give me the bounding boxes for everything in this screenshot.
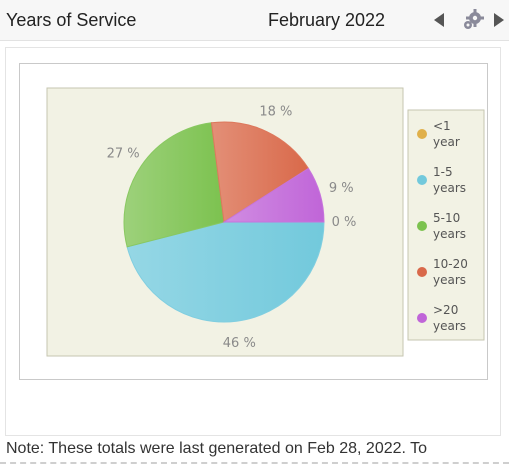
legend-label: years bbox=[433, 181, 466, 195]
pie-slice-20-years[interactable] bbox=[222, 167, 325, 223]
legend-label: year bbox=[433, 135, 460, 149]
gear-icon[interactable] bbox=[461, 8, 485, 32]
slice-value-label: 9 % bbox=[329, 181, 354, 196]
pie-slice-10-20-years[interactable] bbox=[210, 121, 310, 223]
slice-value-label: 46 % bbox=[223, 336, 256, 351]
triangle-left-icon[interactable] bbox=[432, 12, 446, 28]
legend-swatch bbox=[417, 313, 427, 323]
footer-note: Note: These totals were last generated o… bbox=[6, 440, 428, 457]
legend-swatch bbox=[417, 129, 427, 139]
legend-label: 10-20 bbox=[433, 257, 468, 271]
legend-swatch bbox=[417, 221, 427, 231]
legend-label: 5-10 bbox=[433, 211, 460, 225]
period-label: February 2022 bbox=[268, 10, 386, 30]
legend-label: years bbox=[433, 227, 466, 241]
legend-label: <1 bbox=[433, 119, 451, 133]
slice-value-label: 0 % bbox=[332, 215, 357, 230]
slice-value-label: 27 % bbox=[107, 146, 140, 161]
legend-label: years bbox=[433, 273, 466, 287]
pie-slice-1-5-years[interactable] bbox=[126, 221, 325, 323]
legend-swatch bbox=[417, 267, 427, 277]
widget-title: Years of Service bbox=[6, 10, 137, 30]
slice-value-label: 18 % bbox=[259, 105, 292, 120]
legend-swatch bbox=[417, 175, 427, 185]
triangle-right-icon[interactable] bbox=[492, 12, 506, 28]
widget-header: Years of Service February 2022 bbox=[0, 0, 509, 41]
legend-label: 1-5 bbox=[433, 165, 453, 179]
divider bbox=[0, 462, 509, 464]
pie-slice-5-10-years[interactable] bbox=[123, 122, 225, 248]
legend-label: >20 bbox=[433, 303, 458, 317]
legend-label: years bbox=[433, 319, 466, 333]
